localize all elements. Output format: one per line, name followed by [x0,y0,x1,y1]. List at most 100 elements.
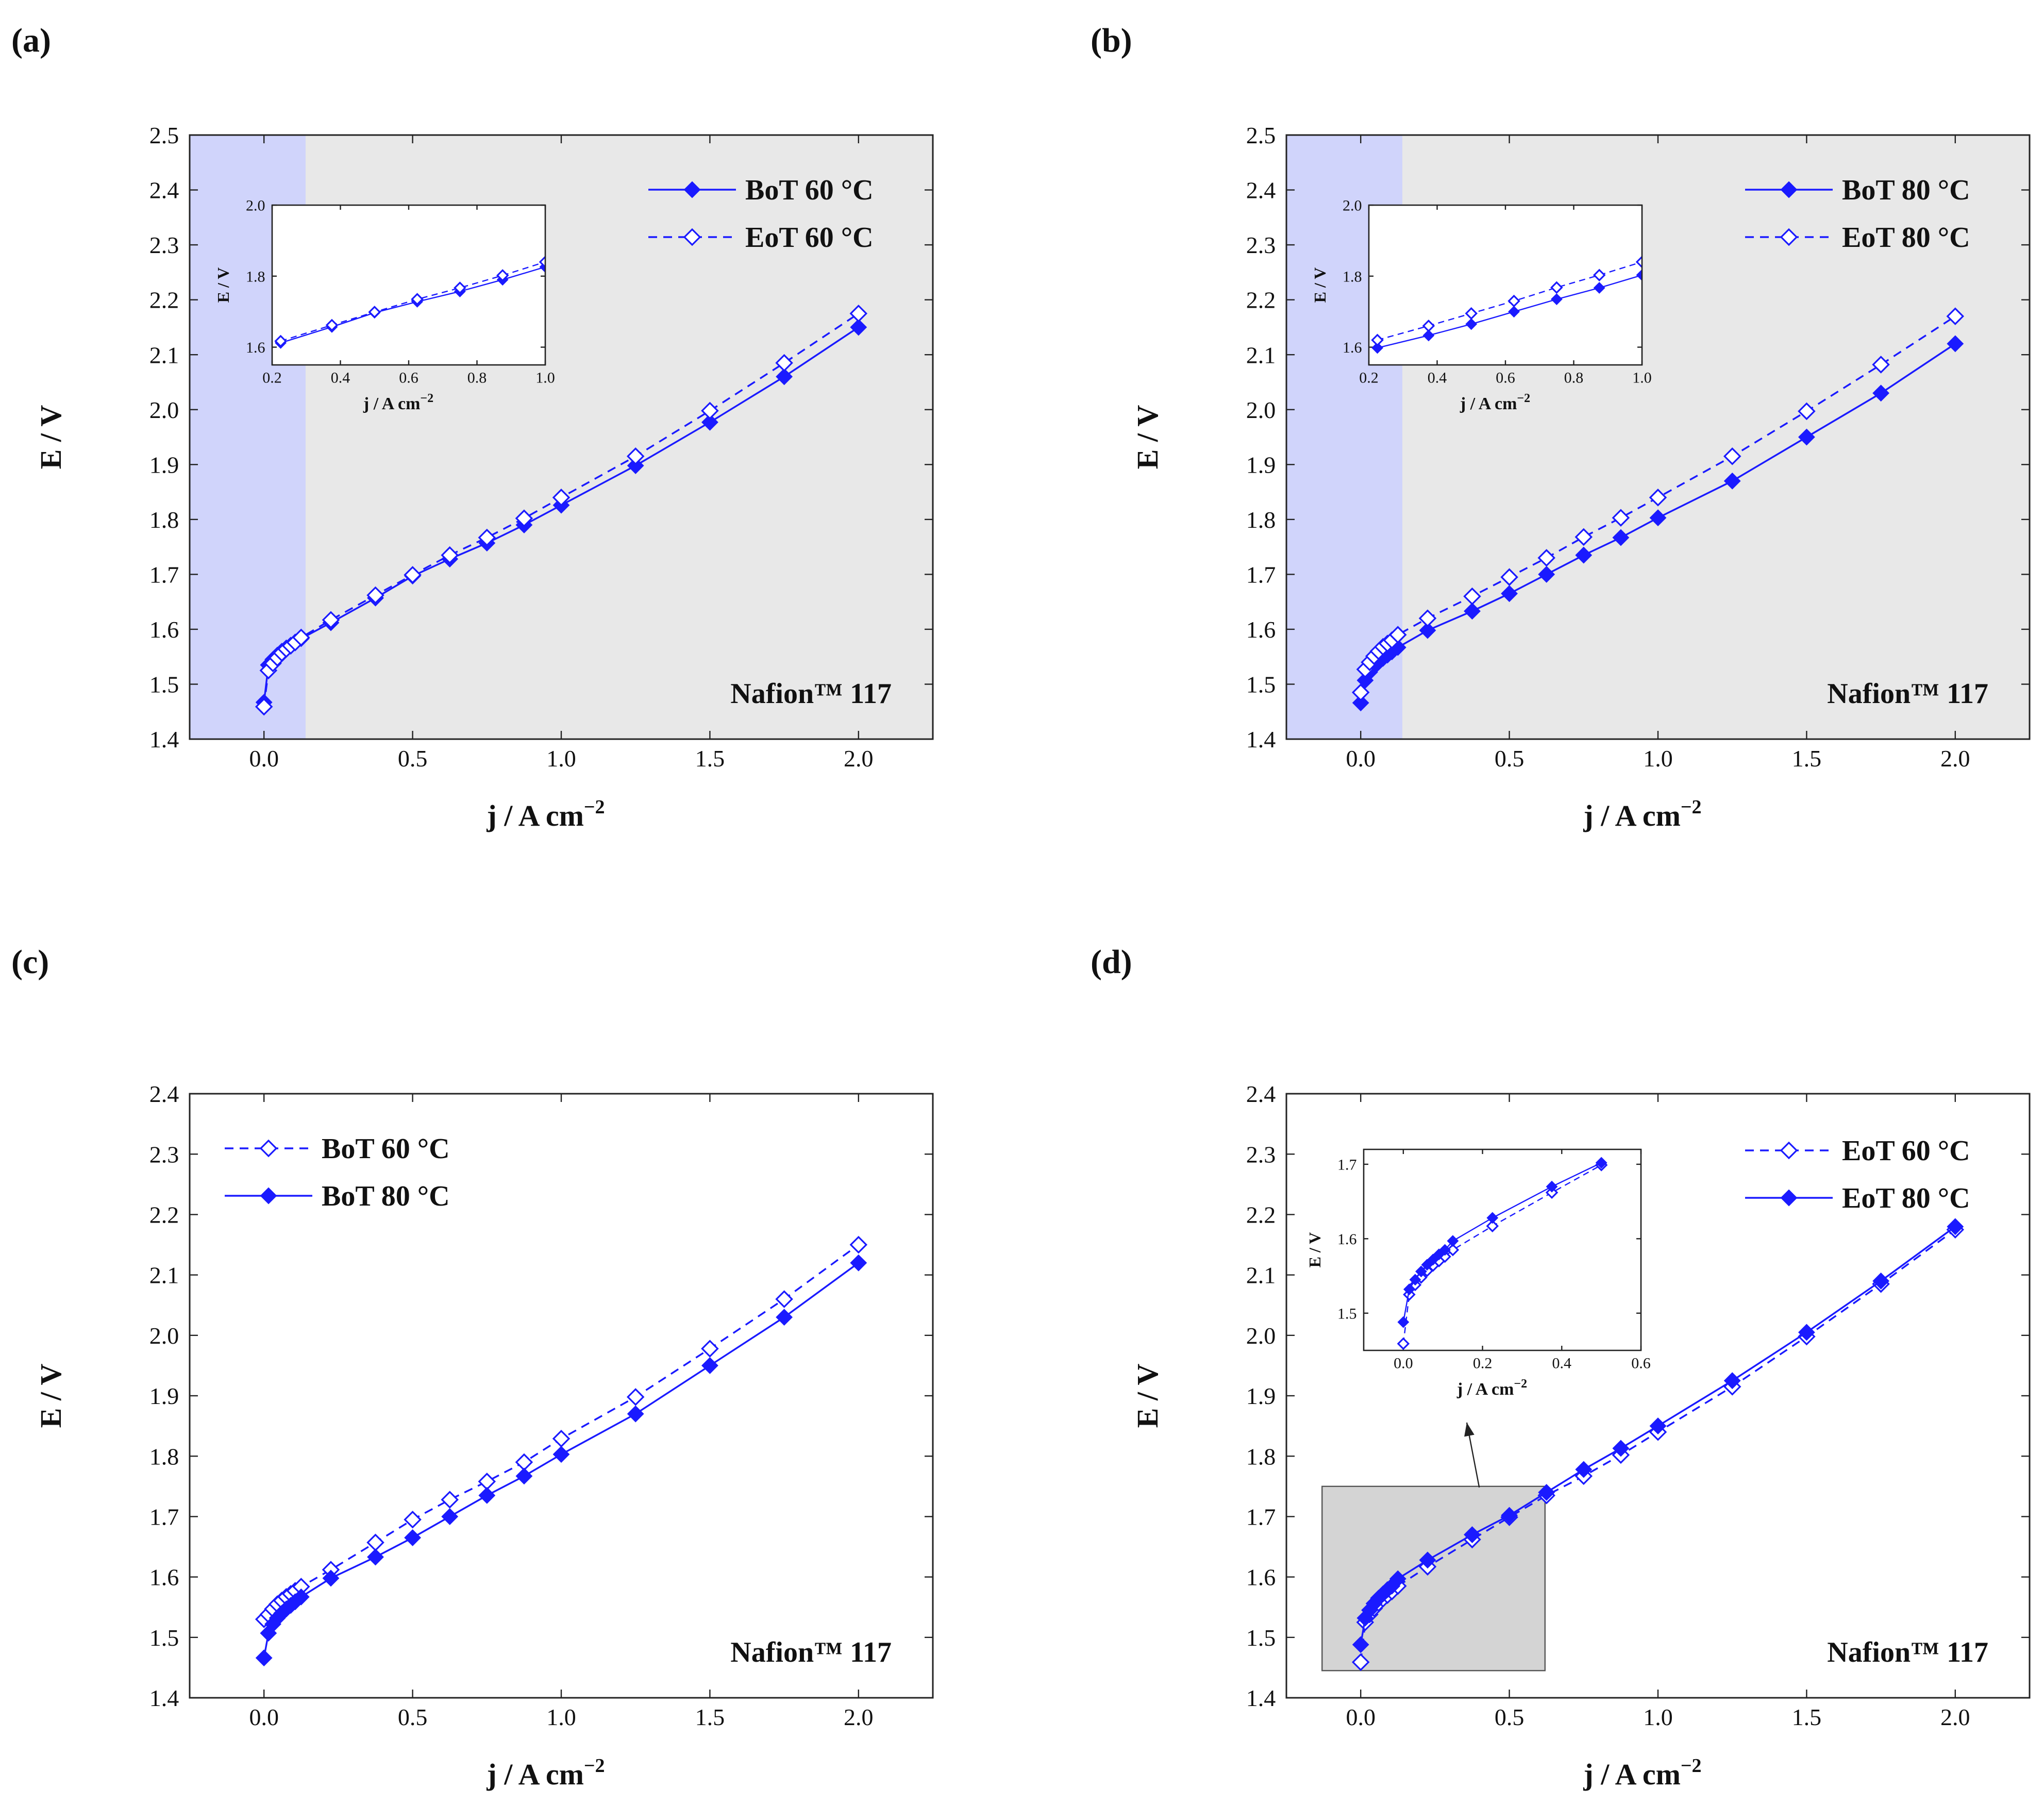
y-tick-label-5: 1.8 [1246,1443,1276,1469]
legend-entry-1: BoT 60 °C [225,1133,450,1165]
inset-x-axis-title-exponent: −2 [1514,1377,1527,1391]
inset-data-point-s2-14 [1550,281,1563,294]
y-tick-label-12: 2.5 [149,122,179,148]
data-point-s2-18 [701,402,719,420]
inset-chart: 0.2 0.4 0.6 0.8 1.0 1.6 1.8 2.0 j / A cm−2 E / V [214,197,555,414]
data-point-s1-13 [441,1491,459,1509]
inset-y-tick-label-2: 1.8 [1343,268,1362,285]
data-point-s2-9 [1389,626,1407,644]
data-point-s2-14 [1575,1461,1593,1478]
legend-label: EoT 60 °C [745,222,874,254]
data-point-s2-11 [1463,587,1481,606]
data-point-s1-18 [701,1340,719,1358]
x-tick-label-2: 0.5 [398,1704,428,1730]
data-point-s2-19 [775,354,793,372]
series-line-2 [1360,315,1956,693]
y-tick-label-10: 2.3 [149,232,179,258]
y-tick-label-8: 2.1 [149,342,179,368]
legend-label: BoT 60 °C [322,1133,450,1165]
inset-x-tick-label-1: 0.2 [262,370,282,387]
y-tick-label-12: 2.5 [1246,122,1276,148]
plot-frame [189,1093,934,1699]
data-point-s2-19 [776,1309,793,1326]
data-point-s2-17 [1723,447,1741,465]
x-axis-title-exponent: −2 [1681,796,1702,818]
zoom-arrow-head [1464,1423,1475,1437]
y-tick-label-7: 2.0 [149,1323,179,1349]
y-tick-label-3: 1.6 [149,616,179,643]
inset-chart: 0.0 0.2 0.4 0.6 1.5 1.6 1.7 j / A cm−2 E / V [1305,1148,1651,1399]
inset-series-group [1397,1157,1608,1350]
x-tick-label-5: 2.0 [844,745,874,772]
x-axis-title-exponent: −2 [584,1755,605,1777]
data-point-s2-15 [515,1467,533,1485]
inset-background [272,205,545,365]
data-point-s2-18 [1798,402,1816,421]
data-point-s2-19 [1872,1272,1890,1290]
data-point-s2-14 [478,528,496,547]
legend-entry-1: BoT 80 °C [1745,174,1970,206]
y-tick-label-8: 2.1 [1246,1262,1276,1289]
data-point-s1-18 [701,413,718,431]
y-tick-label-7: 2.0 [149,397,179,423]
y-tick-label-4: 1.7 [1246,1504,1276,1530]
legend-marker [260,1187,277,1205]
inset-y-tick-label-1: 1.6 [246,339,265,356]
y-tick-label-4: 1.7 [1246,561,1276,588]
inset-x-tick-label-5: 1.0 [1632,370,1652,387]
inset-background [1364,1149,1641,1350]
inset-data-point-s2-10 [1486,1212,1499,1224]
x-tick-label-5: 2.0 [1940,745,1970,772]
inset-series-line-1 [1402,1164,1602,1344]
x-axis-title: j / A cm−2 [1583,796,1701,832]
series-group [255,305,868,716]
x-axis-title-main: j / A cm [486,1758,583,1791]
data-point-s1-1 [1352,694,1369,712]
y-tick-label-8: 2.1 [149,1262,179,1289]
y-tick-label-10: 2.3 [1246,232,1276,258]
inset-data-point-s2-13 [411,293,424,306]
legend-label: BoT 60 °C [745,174,874,206]
legend-label: BoT 80 °C [1842,174,1970,206]
inset-data-point-s1-9 [1446,1243,1460,1257]
y-tick-label-10: 2.3 [1246,1141,1276,1167]
inset-data-point-s2-1 [1397,1316,1410,1328]
inset-y-tick-label-2: 1.6 [1337,1231,1357,1248]
membrane-annotation: Nafion™ 117 [1827,678,1988,710]
y-tick-label-6: 1.9 [1246,1383,1276,1409]
legend-label: BoT 80 °C [322,1180,450,1212]
data-point-s1-1 [1351,1653,1370,1672]
legend-marker [1780,181,1798,198]
x-tick-label-3: 1.0 [1643,745,1673,772]
x-tick-label-5: 2.0 [1940,1704,1970,1730]
inset-data-point-s2-16 [539,255,545,269]
data-point-s1-13 [1538,565,1555,583]
data-point-s2-13 [441,1508,459,1525]
legend-entry-2: EoT 60 °C [648,222,874,254]
data-point-s2-12 [1500,568,1518,586]
inset-data-point-s2-13 [1507,294,1520,308]
inset-data-point-s2-11 [1546,1180,1558,1193]
inset-data-point-s1-15 [1593,282,1605,294]
panel-a: (a) 0.0 0.5 1.0 1.5 2.0 1.4 1.5 1.6 1.7 1.8 1.9 2.0 2… [11,22,934,832]
data-point-s2-20 [850,1254,867,1272]
inset-x-tick-label-4: 0.8 [1564,370,1584,387]
y-tick-label-3: 1.6 [1246,616,1276,643]
data-point-s1-17 [1723,472,1741,490]
y-tick-label-2: 1.5 [1246,672,1276,698]
legend-marker [1780,228,1798,246]
data-point-s2-10 [322,611,340,629]
inset-data-point-s2-2 [1403,1283,1415,1295]
data-point-s2-15 [515,509,533,527]
inset-data-point-s1-11 [1422,329,1435,342]
x-tick-label-2: 0.5 [1495,745,1524,772]
inset-data-point-s2-6 [1427,1254,1439,1266]
inset-data-point-s2-10 [274,335,287,348]
panel-label: (d) [1091,943,1132,981]
y-tick-label-1: 1.4 [149,726,179,753]
data-point-s1-20 [1947,335,1964,353]
data-point-s2-12 [1501,1507,1518,1524]
data-point-s2-14 [1574,528,1593,546]
data-point-s1-20 [849,1235,868,1254]
